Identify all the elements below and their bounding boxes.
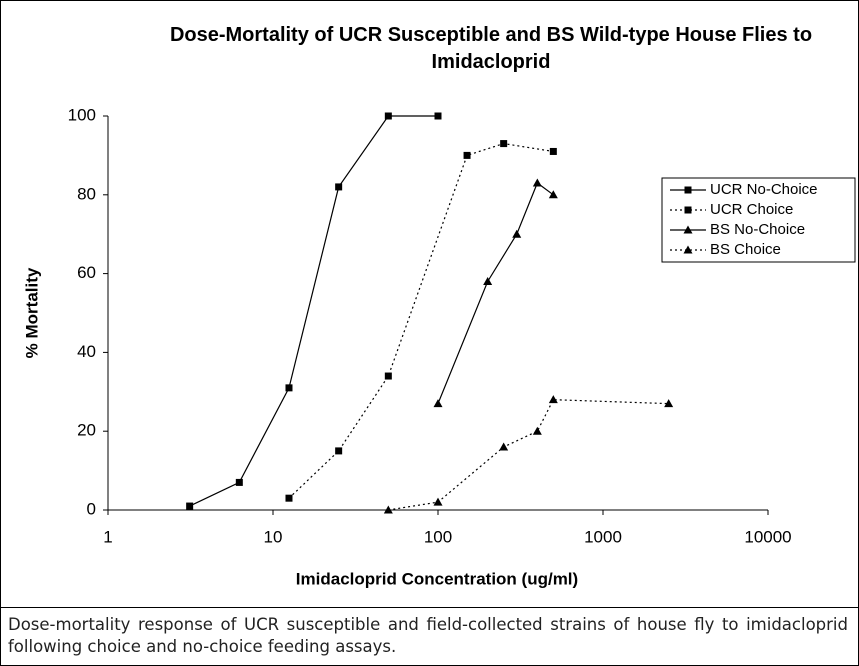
marker [500, 140, 508, 148]
legend-label: UCR No-Choice [710, 181, 818, 198]
caption: Dose-mortality response of UCR susceptib… [8, 615, 848, 656]
chart: % Mortality Imidacloprid Concentration (… [22, 105, 856, 588]
y-tick-label: 60 [77, 263, 96, 282]
marker [532, 426, 542, 435]
y-tick-label: 0 [87, 499, 96, 518]
series-line [388, 399, 669, 511]
marker [684, 206, 692, 214]
legend-box [661, 177, 856, 263]
marker [548, 190, 558, 199]
x-tick-label: 1 [103, 527, 112, 546]
marker [463, 151, 471, 159]
marker [532, 178, 542, 187]
marker [684, 186, 692, 194]
marker [483, 276, 493, 285]
marker [434, 112, 442, 120]
y-tick-label: 20 [77, 421, 96, 440]
marker [186, 502, 194, 510]
series-line [189, 115, 438, 507]
legend-label: UCR Choice [710, 201, 793, 218]
x-tick-label: 100 [424, 527, 452, 546]
y-tick-label: 100 [68, 105, 96, 124]
y-tick-label: 40 [77, 342, 96, 361]
series-line [437, 182, 554, 404]
marker [433, 497, 443, 506]
marker [384, 372, 392, 380]
marker [548, 395, 558, 404]
marker [285, 494, 293, 502]
marker [549, 147, 557, 155]
series-line [288, 142, 554, 499]
marker [499, 442, 509, 451]
y-axis-title: % Mortality [22, 267, 41, 358]
x-axis-title: Imidacloprid Concentration (ug/ml) [296, 569, 578, 588]
legend-label: BS No-Choice [710, 221, 805, 238]
marker [512, 229, 522, 238]
x-tick-label: 10000 [744, 527, 791, 546]
marker [335, 183, 343, 191]
legend-label: BS Choice [710, 241, 781, 258]
x-tick-label: 1000 [584, 527, 622, 546]
marker [384, 112, 392, 120]
chart-area [1, 1, 858, 608]
chart-title: Dose-Mortality of UCR Susceptible and BS… [169, 24, 813, 73]
x-tick-label: 10 [264, 527, 283, 546]
marker [335, 447, 343, 455]
marker [664, 399, 674, 408]
marker [683, 225, 693, 234]
marker [683, 245, 693, 254]
y-tick-label: 80 [77, 184, 96, 203]
marker [433, 399, 443, 408]
marker [285, 384, 293, 392]
marker [235, 478, 243, 486]
marker [383, 505, 393, 514]
